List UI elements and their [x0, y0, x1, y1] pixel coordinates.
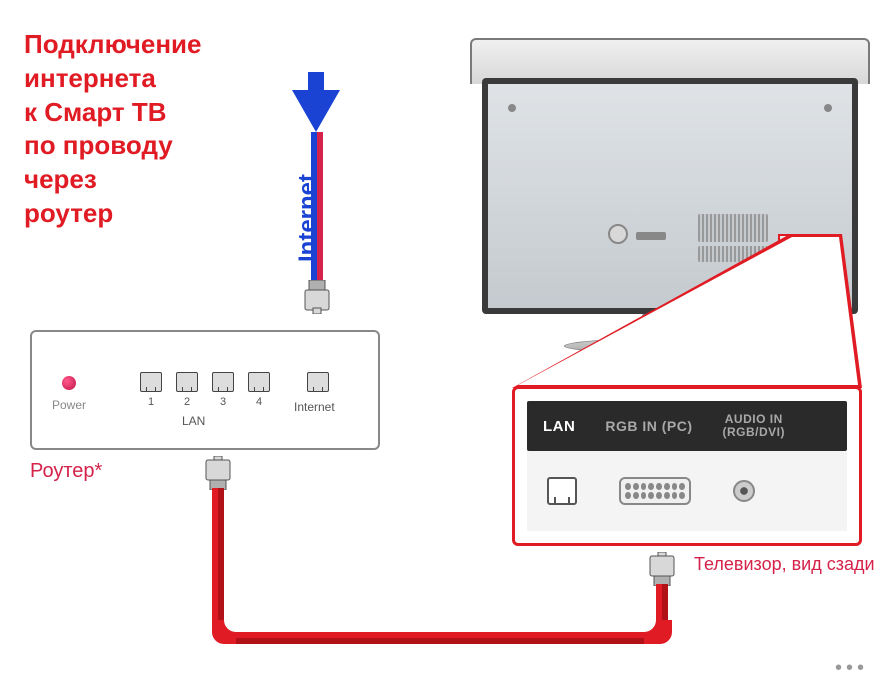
lan-port-2-label: 2: [176, 396, 198, 408]
port-panel-dark: LAN RGB IN (PC) AUDIO IN (RGB/DVI): [527, 401, 847, 451]
lan-port-1: [140, 372, 162, 392]
rj45-connector-internet: [303, 280, 331, 314]
rj45-connector-tv-lan: [648, 552, 676, 586]
tv-back-screw-2: [824, 104, 832, 112]
router-device: Power 1 2 3 4 LAN Internet: [30, 330, 380, 450]
lan-port-1-label: 1: [140, 396, 162, 408]
panel-audio-label: AUDIO IN (RGB/DVI): [723, 413, 786, 439]
power-led-icon: [62, 376, 76, 390]
lan-port-3-label: 3: [212, 396, 234, 408]
red-cable-seg-1: [212, 488, 224, 628]
router-internet-port: [307, 372, 329, 392]
internet-arrow-stem: [308, 72, 324, 98]
diagram-title: Подключение интернета к Смарт ТВ по пров…: [24, 28, 202, 231]
ellipsis-icon: •••: [835, 657, 868, 680]
router-name-label: Роутер*: [30, 460, 102, 483]
lan-port-4: [248, 372, 270, 392]
lan-port-4-label: 4: [248, 396, 270, 408]
rj45-connector-router-lan: [204, 456, 232, 490]
power-label: Power: [52, 398, 86, 412]
router-internet-port-label: Internet: [294, 400, 335, 414]
internet-cable: [311, 132, 323, 282]
panel-lan-label: LAN: [543, 418, 575, 435]
red-cable-seg-2: [224, 632, 656, 644]
port-callout-box: LAN RGB IN (PC) AUDIO IN (RGB/DVI): [512, 386, 862, 546]
lan-port-2: [176, 372, 198, 392]
callout-triangle: [512, 234, 862, 394]
panel-rgb-label: RGB IN (PC): [605, 418, 692, 434]
lan-port-3: [212, 372, 234, 392]
lan-group-label: LAN: [182, 414, 205, 428]
tv-label: Телевизор, вид сзади: [694, 554, 875, 575]
tv-lan-port: [547, 477, 577, 505]
tv-back-screw-1: [508, 104, 516, 112]
tv-vga-port: [619, 477, 691, 505]
tv-audio-jack: [733, 480, 755, 502]
